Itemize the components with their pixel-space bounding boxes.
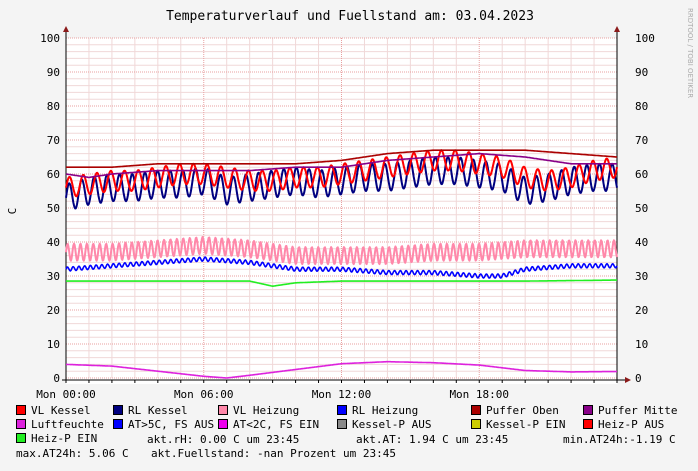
legend-item: VL Kessel (16, 404, 91, 417)
legend-item: AT<2C, FS EIN (218, 418, 319, 431)
series-line-rl-heizung (65, 256, 618, 279)
y-tick-label-left: 70 (47, 134, 60, 147)
legend-label: Heiz-P AUS (598, 418, 665, 431)
x-axis-arrow (625, 377, 631, 383)
y-tick-label-right: 100 (635, 32, 655, 45)
legend-swatch (113, 405, 123, 415)
info-min-at: min.AT24h:-1.19 C (563, 433, 676, 446)
series-line-puffer-oben (65, 149, 618, 168)
legend-swatch (113, 419, 123, 429)
info-akt-at: akt.AT: 1.94 C um 23:45 (356, 433, 509, 446)
y-tick-label-left: 20 (47, 304, 60, 317)
legend-swatch (583, 405, 593, 415)
y-tick-label-left: 60 (47, 168, 60, 181)
x-tick-label: Mon 00:00 (36, 388, 96, 401)
legend-swatch (583, 419, 593, 429)
x-tick-label: Mon 12:00 (312, 388, 372, 401)
legend-label: VL Kessel (31, 404, 91, 417)
info-max-at: max.AT24h: 5.06 C (16, 447, 129, 460)
legend-item: Heiz-P EIN (16, 432, 97, 445)
legend-label: Puffer Oben (486, 404, 559, 417)
legend-label: Kessel-P EIN (486, 418, 566, 431)
legend-swatch (471, 419, 481, 429)
legend-label: Puffer Mitte (598, 404, 678, 417)
legend: VL Kessel RL Kessel VL Heizung RL Heizung Pu… (0, 402, 698, 462)
y-tick-label-right: 90 (635, 66, 648, 79)
y-tick-label-left: 80 (47, 100, 60, 113)
legend-item: Luftfeuchte (16, 418, 104, 431)
axes: 0 0 10 10 20 20 30 30 40 40 50 50 60 60 70 70 80 80 90 90 10… (36, 26, 655, 401)
info-akt-rh: akt.rH: 0.00 C um 23:45 (147, 433, 300, 446)
legend-item: Kessel-P AUS (337, 418, 431, 431)
series-layer (65, 149, 618, 379)
y-tick-label-right: 40 (635, 236, 648, 249)
legend-item: VL Heizung (218, 404, 299, 417)
legend-item: Puffer Oben (471, 404, 559, 417)
y-tick-label-left: 100 (40, 32, 60, 45)
y-tick-label-right: 0 (635, 372, 642, 385)
y-axis-label: C (6, 208, 19, 215)
legend-label: AT>5C, FS AUS (128, 418, 215, 431)
y-tick-label-right: 60 (635, 168, 648, 181)
legend-label: Heiz-P EIN (31, 432, 98, 445)
y-tick-label-left: 10 (47, 338, 60, 351)
legend-label: VL Heizung (233, 404, 300, 417)
y-axis-arrow-right (614, 26, 620, 32)
y-axis-arrow-left (63, 26, 69, 32)
legend-label: Luftfeuchte (31, 418, 104, 431)
legend-item: RL Heizung (337, 404, 418, 417)
legend-swatch (16, 419, 26, 429)
watermark: RRDTOOL / TOBI OETIKER (686, 8, 694, 98)
series-line-vl-kessel (65, 149, 618, 198)
legend-swatch (16, 405, 26, 415)
y-tick-label-left: 40 (47, 236, 60, 249)
legend-item: RL Kessel (113, 404, 188, 417)
y-tick-label-right: 50 (635, 202, 648, 215)
legend-swatch (16, 433, 26, 443)
info-fuellstand: akt.Fuellstand: -nan Prozent um 23:45 (151, 447, 397, 460)
y-tick-label-left: 90 (47, 66, 60, 79)
y-tick-label-right: 30 (635, 270, 648, 283)
legend-swatch (337, 405, 347, 415)
y-tick-label-right: 80 (635, 100, 648, 113)
legend-swatch (218, 419, 228, 429)
legend-item: Puffer Mitte (583, 404, 677, 417)
legend-item: Heiz-P AUS (583, 418, 664, 431)
x-tick-label: Mon 18:00 (449, 388, 509, 401)
y-tick-label-right: 70 (635, 134, 648, 147)
legend-swatch (337, 419, 347, 429)
legend-item: Kessel-P EIN (471, 418, 565, 431)
legend-label: Kessel-P AUS (352, 418, 432, 431)
legend-label: RL Heizung (352, 404, 419, 417)
series-line-luftfeuchte (65, 360, 618, 379)
y-tick-label-right: 10 (635, 338, 648, 351)
chart-title: Temperaturverlauf und Fuellstand am: 03.… (166, 9, 534, 24)
legend-swatch (471, 405, 481, 415)
y-tick-label-left: 50 (47, 202, 60, 215)
y-tick-label-left: 30 (47, 270, 60, 283)
legend-swatch (218, 405, 228, 415)
y-tick-label-right: 20 (635, 304, 648, 317)
x-tick-label: Mon 06:00 (174, 388, 234, 401)
legend-label: RL Kessel (128, 404, 188, 417)
legend-label: AT<2C, FS EIN (233, 418, 320, 431)
y-tick-label-left: 0 (53, 372, 60, 385)
series-line-vl-heizung (65, 236, 618, 266)
legend-item: AT>5C, FS AUS (113, 418, 214, 431)
series-line-heiz-p-ein (65, 279, 618, 287)
series-line-puffer-mitte (65, 152, 618, 179)
